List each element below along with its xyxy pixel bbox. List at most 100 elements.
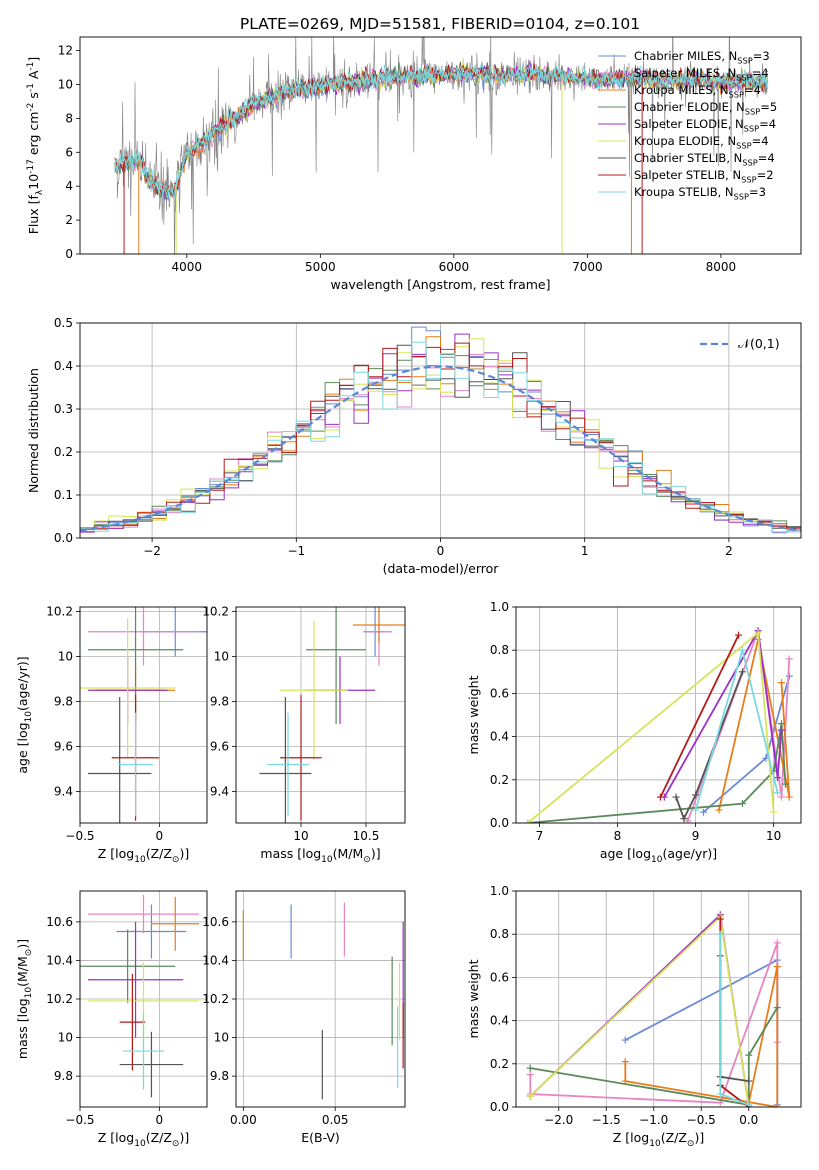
text-run: SSP [729, 89, 744, 99]
x-tick-label: 5000 [305, 260, 336, 274]
text-run: Chabrier ELODIE, N [634, 100, 745, 114]
text-run: )] [15, 939, 30, 949]
y-tick-label: 0.2 [490, 1057, 509, 1071]
y-tick-label: 10.2 [202, 605, 229, 619]
text-run: 10 [321, 855, 333, 865]
text-run: Chabrier STELIB, N [634, 151, 742, 165]
y-tick-label: 9.8 [54, 1069, 73, 1083]
plot-area [80, 326, 801, 534]
weight-marker [785, 655, 793, 663]
text-run: ⊙ [24, 949, 34, 957]
text-run: age [log [600, 846, 651, 861]
plot-area [80, 607, 207, 823]
panel-residuals: −2 −1 0 1 2 0.0 0.1 0.2 0.3 0.4 0.5 (data-model)/er… [26, 316, 802, 576]
gaussian-curve [80, 365, 801, 532]
y-tick-label: 10.2 [202, 992, 229, 1006]
weight-line [675, 671, 744, 821]
axes-frame [235, 606, 406, 824]
legend-label: Chabrier MILES, NSSP=3 [634, 49, 770, 65]
text-run: ⊙ [172, 855, 180, 865]
weight-marker [526, 1064, 534, 1072]
x-tick-label: −1 [287, 544, 305, 558]
y-axis-label: mass [log10(M/M⊙)] [15, 939, 34, 1059]
y-tick-label: 0.8 [490, 927, 509, 941]
text-run: ⊙ [687, 1139, 695, 1149]
x-axis-label: age [log10(age/yr)] [600, 846, 717, 865]
weight-marker [692, 791, 700, 799]
text-run: 10 [134, 855, 146, 865]
y-tick-label: 0.4 [490, 730, 509, 744]
x-tick-label: 1 [581, 544, 589, 558]
weight-line [527, 631, 775, 823]
y-tick-label: 0.1 [54, 488, 73, 502]
x-axis-label: Z [log10(Z/Z⊙)] [613, 1130, 704, 1149]
text-run: SSP [737, 55, 752, 65]
text-run: mass weight [466, 959, 481, 1038]
y-tick-label: 10.6 [202, 915, 229, 929]
weight-marker [524, 819, 532, 823]
x-axis-label: Z [log10(Z/Z⊙)] [98, 846, 189, 865]
y-axis-label: mass weight [466, 959, 481, 1038]
weight-marker [745, 1101, 753, 1107]
text-run: 𝒩(0,1) [738, 336, 780, 351]
y-tick-label: 1.0 [490, 600, 509, 614]
text-run: =3 [753, 49, 770, 63]
x-axis-label: Z [log10(Z/Z⊙)] [98, 1130, 189, 1149]
y-tick-label: 9.4 [210, 785, 229, 799]
text-run: λ [35, 189, 45, 195]
axes-frame [79, 606, 208, 824]
text-run: SSP [736, 72, 751, 82]
text-run: (M/M [333, 846, 364, 861]
x-tick-label: −2 [143, 544, 161, 558]
x-axis-label: mass [log10(M/M⊙)] [260, 846, 380, 865]
text-run: Kroupa STELIB, N [634, 185, 734, 199]
x-tick-label: 8 [614, 829, 622, 843]
text-run: age [log [15, 722, 30, 773]
y-tick-label: 0.2 [490, 773, 509, 787]
y-tick-label: 2 [65, 213, 73, 227]
legend-label: Kroupa STELIB, NSSP=3 [634, 185, 766, 201]
text-run: =4 [752, 66, 769, 80]
plot-area [114, 37, 768, 254]
weight-marker [680, 815, 688, 823]
weight-marker [777, 726, 785, 734]
text-run: ] [26, 57, 41, 62]
weight-line [527, 723, 787, 823]
weight-marker [773, 1004, 781, 1012]
y-tick-label: 9.6 [210, 740, 229, 754]
x-tick-label: 7000 [572, 260, 603, 274]
x-tick-label: −0.5 [65, 829, 94, 843]
weight-marker [735, 631, 743, 639]
text-run: Kroupa ELODIE, N [634, 134, 736, 148]
text-run: mass [log [260, 846, 321, 861]
y-tick-label: 0.6 [490, 970, 509, 984]
weight-marker [774, 789, 782, 797]
figure-title: PLATE=0269, MJD=51581, FIBERID=0104, z=0… [240, 15, 640, 33]
text-run: SSP [745, 106, 760, 116]
y-tick-label: 0.0 [54, 531, 73, 545]
y-tick-label: 4 [65, 179, 73, 193]
x-axis-label: E(B-V) [301, 1130, 340, 1145]
y-tick-label: 0.4 [490, 1014, 509, 1028]
weight-marker [716, 930, 724, 938]
plot-area [524, 627, 793, 823]
weight-marker [738, 646, 746, 654]
text-run: -1 [26, 83, 36, 92]
text-run: )] [694, 1130, 704, 1145]
weight-marker [773, 1103, 781, 1107]
y-tick-label: 10.4 [46, 953, 73, 967]
text-run: =4 [744, 83, 761, 97]
legend-label: Chabrier STELIB, NSSP=4 [634, 151, 775, 167]
text-run: Salpeter ELODIE, N [634, 117, 744, 131]
text-run: Z [log [613, 1130, 649, 1145]
x-tick-label: 2 [725, 544, 733, 558]
weight-marker [773, 963, 781, 971]
text-run: SSP [736, 140, 751, 150]
y-tick-label: 0 [65, 247, 73, 261]
x-tick-label: 0 [156, 829, 164, 843]
legend-label: Chabrier ELODIE, NSSP=5 [634, 100, 777, 116]
weight-marker [773, 939, 781, 947]
weight-marker [777, 720, 785, 728]
